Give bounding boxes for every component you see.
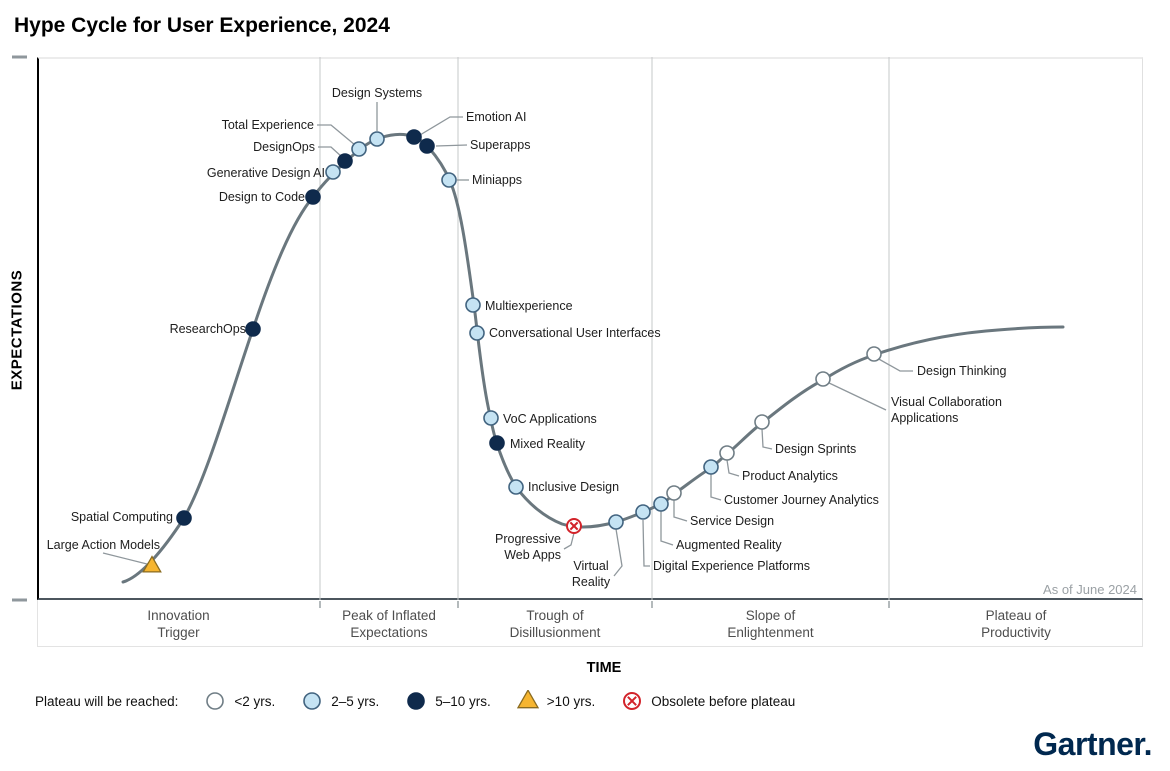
circle-marker-icon-y25 [469, 325, 485, 341]
connector-line [710, 474, 722, 501]
connector-line [726, 459, 740, 477]
connector-line [317, 124, 356, 146]
circle-marker-icon-y25 [465, 297, 481, 313]
connector-line [761, 428, 773, 450]
circle-marker-icon-y25 [508, 479, 524, 495]
legend-item: >10 yrs. [516, 690, 596, 712]
connector-line [660, 511, 674, 546]
legend-gt10-icon [516, 690, 539, 709]
legend-item-label: >10 yrs. [546, 693, 596, 709]
obsolete-x-icon [569, 521, 579, 531]
connector-line [419, 116, 463, 136]
legend-y25-icon [303, 692, 322, 710]
circle-marker-icon-y510 [407, 692, 426, 710]
legend-title: Plateau will be reached: [35, 693, 179, 709]
legend: Plateau will be reached: <2 yrs. 2–5 yrs.… [35, 686, 795, 716]
circle-marker-icon-y510 [406, 129, 422, 145]
circle-marker-icon-y510 [245, 321, 261, 337]
triangle-marker-icon [142, 555, 162, 573]
circle-marker-icon-y510 [489, 435, 505, 451]
legend-obs-icon [623, 692, 642, 710]
connector-line [876, 357, 913, 372]
legend-item: Obsolete before plateau [621, 690, 795, 712]
connector-line [563, 532, 575, 550]
circle-marker-icon-y25 [635, 504, 651, 520]
circle-marker-icon-y25 [653, 496, 669, 512]
legend-item: 5–10 yrs. [405, 690, 491, 712]
hype-curve [121, 133, 1065, 584]
legend-item-label: <2 yrs. [234, 693, 276, 709]
circle-marker-icon-y25 [483, 410, 499, 426]
connector-line [826, 381, 887, 411]
legend-item: 2–5 yrs. [301, 690, 379, 712]
page-title: Hype Cycle for User Experience, 2024 [14, 14, 390, 37]
circle-marker-icon-lt2 [666, 485, 682, 501]
connector-line [435, 144, 468, 147]
connector-line [673, 500, 688, 522]
circle-marker-icon-y25 [325, 164, 341, 180]
legend-lt2-icon [206, 692, 225, 710]
plot-area [37, 57, 1143, 600]
circle-marker-icon-y510 [419, 138, 435, 154]
circle-marker-icon-y510 [176, 510, 192, 526]
circle-marker-icon-lt2 [754, 414, 770, 430]
legend-item-label: 2–5 yrs. [331, 693, 380, 709]
as-of-note: As of June 2024 [1043, 582, 1137, 597]
legend-item: <2 yrs. [204, 690, 275, 712]
circle-marker-icon-y510 [305, 189, 321, 205]
y-axis-label: EXPECTATIONS [8, 269, 26, 391]
legend-item-label: 5–10 yrs. [435, 693, 491, 709]
connector-line [102, 552, 148, 565]
gartner-logo: Gartner. [1033, 726, 1152, 762]
circle-marker-icon-lt2 [815, 371, 831, 387]
circle-marker-icon-lt2 [719, 445, 735, 461]
legend-y510-icon [407, 692, 426, 710]
legend-item-label: Obsolete before plateau [651, 693, 796, 709]
triangle-marker-icon [516, 690, 539, 709]
x-axis-label: TIME [586, 660, 622, 676]
circle-marker-icon-y510 [337, 153, 353, 169]
circle-marker-icon-y25 [351, 141, 367, 157]
phase-band [37, 600, 1143, 647]
connector-line [642, 519, 650, 567]
circle-marker-icon-lt2 [206, 692, 225, 710]
circle-marker-icon-y25 [703, 459, 719, 475]
circle-marker-icon-lt2 [866, 346, 882, 362]
circle-marker-icon-y25 [369, 131, 385, 147]
circle-marker-icon-y25 [441, 172, 457, 188]
circle-marker-icon-y25 [608, 514, 624, 530]
connector-line [613, 528, 623, 577]
obsolete-x-icon [627, 696, 638, 706]
connector-line [318, 146, 343, 158]
circle-marker-icon-y25 [303, 692, 322, 710]
